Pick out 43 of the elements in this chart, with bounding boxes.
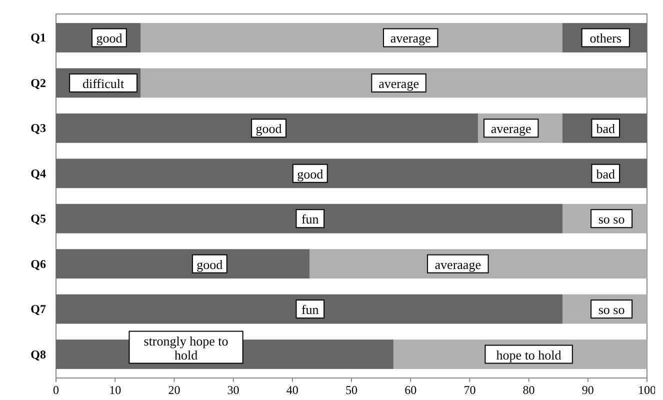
bar — [56, 204, 562, 234]
bar — [56, 249, 310, 279]
y-tick-label: Q2 — [30, 76, 46, 90]
annotation: difficult — [82, 76, 124, 91]
x-tick-label: 40 — [286, 383, 298, 397]
x-tick-label: 50 — [346, 383, 358, 397]
x-tick-label: 20 — [168, 383, 180, 397]
annotation: averaage — [434, 256, 482, 272]
annotation: good — [256, 121, 282, 136]
y-tick-label: Q8 — [30, 347, 46, 362]
y-tick-label: Q3 — [30, 121, 46, 136]
y-tick-label: Q1 — [30, 30, 46, 45]
bar — [140, 68, 647, 98]
x-tick-label: 70 — [464, 383, 476, 397]
y-tick-label: Q4 — [30, 166, 46, 180]
annotation: fun — [301, 212, 320, 227]
x-tick-label: 10 — [109, 383, 122, 397]
annotation: bad — [596, 166, 616, 182]
x-tick-label: 0 — [53, 383, 59, 397]
annotation: fun — [301, 302, 320, 318]
bar — [56, 113, 478, 143]
annotation: others — [590, 30, 622, 46]
y-tick-label: Q5 — [30, 212, 46, 226]
bar — [310, 249, 647, 279]
annotation: hope to hold — [496, 347, 562, 362]
annotation: average — [378, 76, 420, 91]
x-tick-label: 60 — [404, 383, 417, 397]
x-tick-label: 90 — [582, 383, 594, 397]
annotation: average — [390, 30, 432, 46]
annotation: strongly hope to hold — [144, 333, 228, 362]
bar — [56, 294, 562, 324]
annotation: average — [490, 121, 532, 136]
x-tick-label: 80 — [522, 383, 535, 397]
x-tick-label: 30 — [227, 383, 240, 397]
annotation: good — [297, 166, 324, 182]
annotation: good — [96, 30, 123, 46]
bar — [140, 23, 562, 52]
annotation: so so — [598, 212, 625, 227]
annotation: bad — [596, 121, 616, 136]
y-tick-label: Q6 — [30, 256, 46, 271]
annotation: good — [196, 256, 224, 272]
y-tick-label: Q7 — [30, 302, 46, 316]
annotation: so so — [598, 302, 625, 318]
